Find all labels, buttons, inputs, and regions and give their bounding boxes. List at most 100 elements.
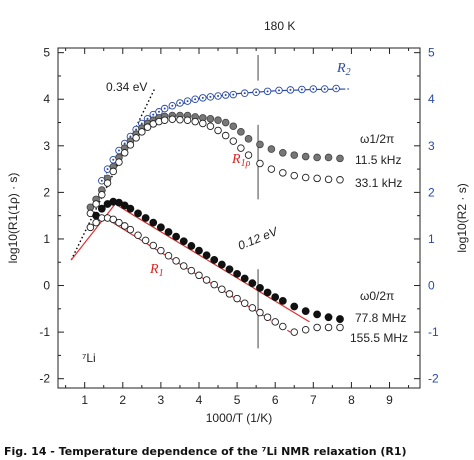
data-point	[115, 218, 123, 227]
x-axis-title: 1000/T (1/K)	[206, 411, 272, 425]
data-point-center	[312, 87, 315, 90]
data-point	[172, 257, 180, 265]
data-point	[168, 115, 177, 124]
data-point-center	[335, 87, 338, 90]
x-tick-label: 6	[272, 393, 279, 407]
y-tick-label-left: 1	[43, 232, 50, 246]
data-point	[179, 237, 188, 246]
data-point	[225, 290, 234, 298]
data-point	[313, 174, 321, 183]
data-point	[336, 176, 344, 184]
activation-energy-high-label: 0.34 eV	[106, 80, 147, 94]
data-point-center	[163, 107, 166, 110]
y-tick-label-left: 4	[43, 92, 50, 106]
data-point	[229, 137, 238, 145]
data-point	[336, 154, 344, 163]
data-point	[134, 209, 142, 218]
data-point	[126, 141, 135, 149]
data-point-center	[146, 117, 149, 120]
data-point	[240, 274, 249, 283]
data-point-center	[186, 100, 189, 103]
nucleus-label: ⁷Li	[82, 351, 96, 365]
data-point-center	[117, 149, 120, 152]
data-point-center	[243, 92, 246, 95]
r1-label-sub: 1	[159, 268, 164, 279]
data-point	[279, 322, 287, 331]
data-point	[240, 299, 249, 307]
r1rho-label: R1ρ	[231, 152, 251, 169]
data-point	[290, 328, 299, 336]
data-point-center	[289, 88, 292, 91]
omega0-freq1-label: 77.8 MHz	[355, 311, 406, 325]
data-point	[279, 169, 287, 177]
data-point	[237, 144, 245, 152]
data-point	[290, 151, 299, 159]
data-point	[199, 119, 207, 128]
data-point	[301, 152, 310, 161]
data-point	[301, 326, 310, 334]
data-point	[160, 116, 169, 124]
data-point-center	[135, 128, 138, 131]
data-point-center	[171, 104, 174, 107]
x-tick-label: 5	[234, 393, 241, 407]
r1-label: R1	[149, 262, 164, 279]
data-point	[278, 297, 287, 305]
data-point-center	[129, 135, 132, 138]
data-point	[301, 307, 310, 316]
data-point	[248, 279, 257, 288]
data-point	[149, 218, 158, 227]
x-tick-label: 4	[196, 393, 203, 407]
y-tick-label-right: 4	[428, 92, 435, 106]
data-point	[183, 116, 192, 124]
data-point	[143, 123, 152, 131]
data-point	[141, 236, 150, 245]
y-tick-label-left: 3	[43, 139, 50, 153]
data-point	[202, 276, 211, 284]
r1rho-label-main: R	[231, 152, 241, 167]
data-point	[225, 265, 234, 274]
y-axis-left-title: log10(R1(1ρ) · s)	[6, 173, 20, 264]
data-point	[195, 246, 203, 255]
data-point	[120, 149, 129, 157]
x-tick-label: 7	[310, 393, 317, 407]
data-point	[324, 313, 333, 322]
data-point	[172, 232, 181, 241]
data-point-center	[123, 142, 126, 145]
data-point	[256, 283, 264, 292]
data-point	[313, 323, 321, 332]
r2-label-main: R	[336, 61, 346, 76]
x-tick-label: 3	[158, 393, 165, 407]
data-point	[336, 315, 344, 323]
data-point	[164, 251, 173, 260]
data-point	[267, 145, 276, 153]
data-point	[279, 148, 287, 157]
y-tick-label-right: 0	[428, 279, 435, 293]
y-tick-label-left: 5	[43, 46, 50, 60]
data-point	[126, 204, 135, 213]
data-point-center	[112, 158, 115, 161]
data-point-center	[224, 94, 227, 97]
fit-line-fit_r1_lowT	[70, 203, 116, 261]
x-tick-label: 1	[81, 393, 88, 407]
data-point	[267, 165, 276, 173]
data-point-center	[300, 88, 303, 91]
y-tick-label-right: 1	[428, 232, 435, 246]
data-point-center	[140, 122, 143, 125]
data-point-center	[323, 87, 326, 90]
y-tick-label-right: 5	[428, 46, 435, 60]
data-point	[164, 228, 173, 236]
ticks-layer: 1 2 3 4 5 6 7 8 9 -2 -2 -1 -1 0 0 1 1 2 2 3 3 4 4 5 5	[39, 46, 439, 407]
temperature-marker-label: 180 K	[264, 19, 295, 33]
data-point-center	[178, 101, 181, 104]
plot-frame	[57, 47, 421, 389]
data-point	[156, 223, 165, 232]
data-point	[187, 266, 196, 275]
data-point	[157, 246, 165, 255]
data-point	[237, 128, 245, 136]
data-point	[229, 122, 238, 131]
fit-line-fit_012	[118, 205, 310, 323]
activation-energy-low-label: 0.12 eV	[236, 224, 281, 253]
data-point-center	[152, 113, 155, 116]
y-tick-label-right: 3	[428, 139, 435, 153]
data-point	[206, 114, 215, 123]
